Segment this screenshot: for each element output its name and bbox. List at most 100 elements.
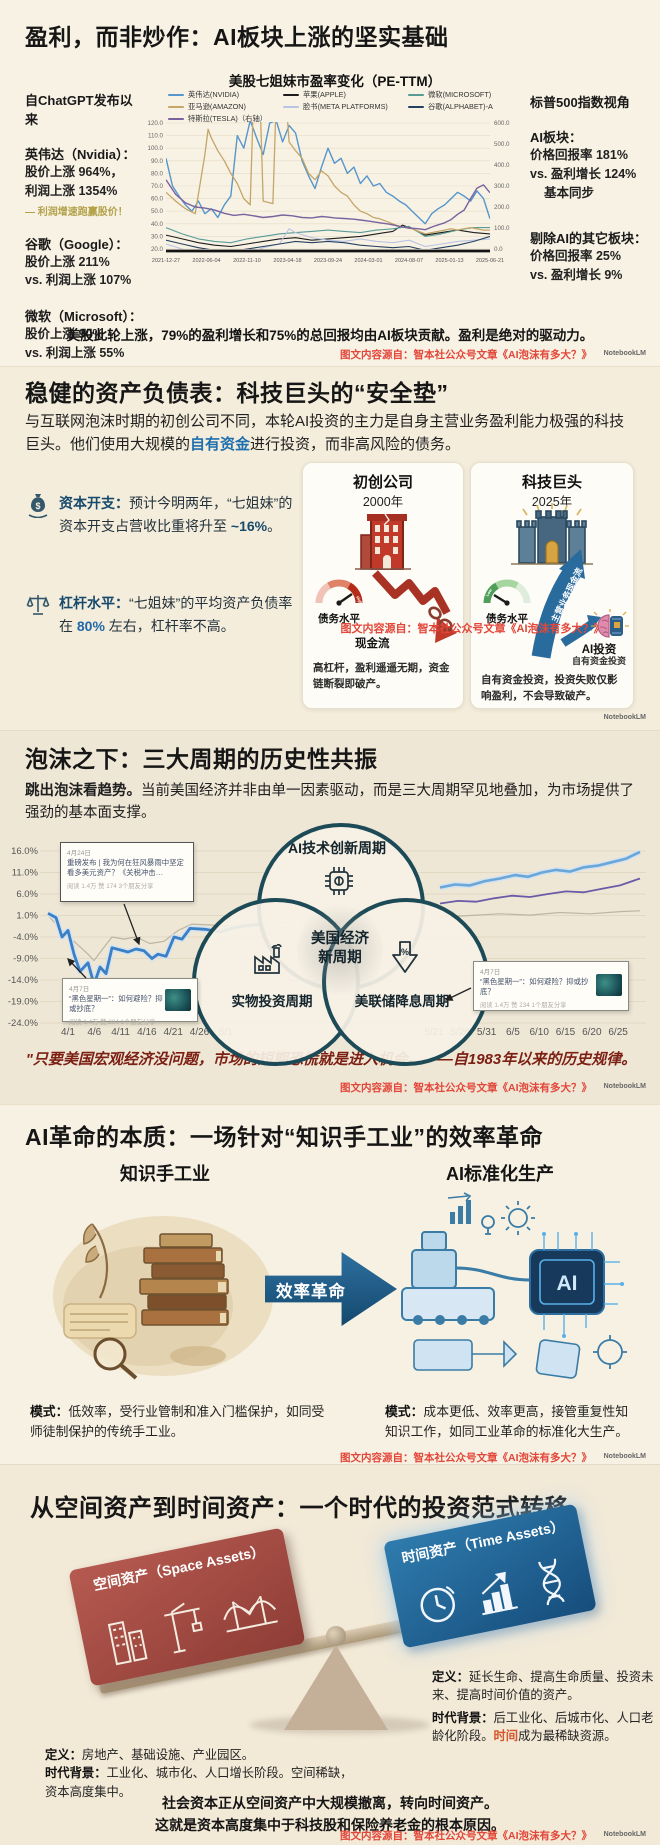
svg-text:-9.0%: -9.0%: [13, 954, 38, 965]
source-credit-1: 图文内容源自：智本社公众号文章《AI泡沫有多大？》: [340, 349, 592, 361]
cashflow-label: 现金流: [355, 638, 390, 650]
source-credit-5: 图文内容源自：智本社公众号文章《AI泡沫有多大？》: [340, 1830, 592, 1842]
legend-swatch: [408, 93, 424, 97]
leverage-bullet: 杠杆水平：“七姐妹”的平均资产负债率在 80% 左右，杠杆率不高。: [26, 592, 294, 638]
svg-text:2022-06-04: 2022-06-04: [192, 258, 220, 264]
section3-intro: 跳出泡沫看趋势。当前美国经济并非由单一因素驱动，而是三大周期罕见地叠加，为市场提…: [25, 783, 634, 822]
svg-text:2025-01-13: 2025-01-13: [435, 258, 463, 264]
legend-item: 脸书(META PLATFORMS): [283, 102, 408, 112]
svg-text:11.0%: 11.0%: [12, 868, 39, 879]
svg-text:110.0: 110.0: [148, 133, 164, 140]
legend-swatch: [283, 105, 299, 109]
svg-text:-24.0%: -24.0%: [8, 1018, 39, 1029]
legend-item: 亚马逊(AMAZON): [168, 102, 283, 112]
legend-item: 特斯拉(TESLA)（右轴）: [168, 114, 283, 124]
section2-intro: 与互联网泡沫时期的初创公司不同，本轮AI投资的主力是自身主营业务盈利能力极强的科…: [25, 413, 625, 454]
section3-title: 泡沫之下：三大周期的历史性共振: [25, 746, 378, 772]
watermark-credit: 图文内容源自：智本社公众号文章《AI泡沫有多大？》: [340, 623, 605, 635]
time-assets-definition: 定义：延长生命、提高生命质量、投资未来、提高时间价值的资产。 时代背景：后工业化…: [432, 1670, 654, 1744]
factory-icon: [250, 943, 286, 983]
section1-title: 盈利，而非炒作：AI板块上涨的坚实基础: [25, 24, 449, 50]
svg-text:High: High: [355, 595, 364, 606]
buildings-icon: [100, 1609, 158, 1674]
debt-gauge-low-icon: Low: [479, 575, 535, 614]
legend-swatch: [283, 93, 299, 97]
notebooklm-brand-5: NotebookLM: [603, 1831, 646, 1838]
dna-icon: [527, 1554, 577, 1614]
pe-chart-legend: 英伟达(NVIDIA) 苹果(APPLE) 微软(MICROSOFT) 亚马逊(AMA…: [168, 90, 524, 124]
money-bag-icon: $: [26, 492, 50, 538]
svg-text:4/16: 4/16: [137, 1027, 157, 1038]
red-building-icon: [349, 509, 417, 576]
svg-text:40.0: 40.0: [151, 221, 164, 228]
svg-text:2024-08-07: 2024-08-07: [395, 258, 423, 264]
article-callout-1: 4月24日 重磅发布 | 我为何在狂风暴雨中坚定看多美元资产？《关税冲击… 阅读…: [60, 842, 194, 902]
broken-chain-crash-icon: [369, 561, 461, 662]
cashflow-up-arrow-icon: [529, 547, 601, 664]
section4-title: AI革命的本质：一场针对“知识手工业”的效率革命: [25, 1124, 543, 1150]
profit-note: — 利润增速跑赢股价！: [25, 206, 128, 218]
section1-caption: 美股此轮上涨，79%的盈利增长和75%的总回报均由AI板块贡献。盈利是绝对的驱动…: [66, 328, 594, 343]
svg-text:AI: AI: [557, 1272, 578, 1295]
capex-bullet: $ 资本开支：预计今明两年，“七姐妹”的资本开支占营收比重将升至 ~16%。: [26, 492, 294, 538]
article-callout-2: 4月7日 “黑色星期一”：如何避险？抑或抄底？ 阅读 1.4万 赞 234 1个…: [62, 978, 198, 1026]
handicraft-header: 知识手工业: [120, 1164, 210, 1184]
ai-mode-text: 模式：成本更低、效率更高，接管重复性知知识工作，如同工业革命的标准化大生产。: [385, 1404, 629, 1439]
svg-text:4/1: 4/1: [61, 1027, 75, 1038]
svg-text:20.0: 20.0: [151, 246, 164, 253]
svg-text:2023-09-24: 2023-09-24: [314, 258, 342, 264]
legend-swatch: [168, 93, 184, 97]
brain-chip-icon: [591, 609, 629, 648]
google-stat-block: 谷歌（Google）： 股价上涨 211% vs. 利润上涨 107%: [25, 236, 132, 288]
column-heading-right: 标普500指数视角: [530, 95, 630, 110]
column-heading-left: 自ChatGPT发布以来: [25, 93, 133, 127]
notebooklm-brand-3: NotebookLM: [603, 1083, 646, 1090]
efficiency-arrow-label: 效率革命: [276, 1283, 346, 1301]
legend-item: 谷歌(ALPHABET)-A: [408, 102, 520, 112]
svg-text:400.0: 400.0: [494, 162, 510, 169]
castle-icon: [505, 503, 599, 572]
notebooklm-brand-2: NotebookLM: [603, 714, 646, 721]
seesaw-pivot: [326, 1626, 346, 1646]
svg-text:2025-06-21: 2025-06-21: [476, 258, 504, 264]
venn-center-label: 美国经济 新周期: [311, 931, 369, 966]
svg-text:50.0: 50.0: [151, 208, 164, 215]
svg-text:30.0: 30.0: [151, 233, 164, 240]
pe-chart-title: 美股七姐妹市盈率变化（PE-TTM）: [228, 74, 442, 89]
space-assets-definition: 定义：房地产、基础设施、产业园区。 时代背景：工业化、城市化、人口增长阶段。空间…: [45, 1748, 353, 1799]
venn-center-shade: [297, 900, 383, 1000]
svg-text:-19.0%: -19.0%: [8, 997, 39, 1008]
svg-text:6.0%: 6.0%: [16, 889, 38, 900]
svg-text:70.0: 70.0: [151, 183, 164, 190]
svg-text:6/20: 6/20: [582, 1027, 602, 1038]
svg-text:6/5: 6/5: [506, 1027, 520, 1038]
ai-sector-stat-block: AI板块： 价格回报率 181% vs. 盈利增长 124% 基本同步: [530, 130, 637, 200]
tech-giant-card: 科技巨头 2025年: [470, 462, 634, 709]
clock-icon: [411, 1577, 465, 1638]
ex-ai-stat-block: 剔除AI的其它板块： 价格回报率 25% vs. 盈利增长 9%: [530, 231, 648, 282]
svg-text:1.0%: 1.0%: [16, 911, 38, 922]
debt-gauge-high-icon: High: [311, 575, 367, 614]
ai-invest-label: AI投资: [581, 644, 617, 656]
seesaw-fulcrum: [284, 1645, 388, 1730]
growth-chart-icon: [468, 1565, 524, 1626]
svg-text:100.0: 100.0: [148, 145, 164, 152]
svg-text:500.0: 500.0: [494, 141, 510, 148]
article-callout-3: 4月7日 “黑色星期一”：如何避险？抑或抄底？ 阅读 1.4万 赞 234 1个…: [473, 961, 629, 1011]
legend-swatch: [168, 105, 184, 109]
legend-item: 苹果(APPLE): [283, 90, 408, 100]
article-thumbnail: [596, 974, 622, 996]
svg-text:4/26: 4/26: [190, 1027, 210, 1038]
svg-text:200.0: 200.0: [494, 204, 510, 211]
microsoft-stat-block: 微软（Microsoft）： 股价上涨 90% vs. 利润上涨 55%: [25, 309, 143, 360]
svg-text:80.0: 80.0: [151, 170, 164, 177]
scales-icon: [26, 592, 50, 638]
svg-text:90.0: 90.0: [151, 158, 164, 165]
own-funds-invest-label: 自有资金投资: [571, 656, 626, 666]
ai-chip-icon: [320, 862, 358, 905]
svg-text:600.0: 600.0: [494, 120, 510, 127]
chatgpt-stats-column: 自ChatGPT发布以来 英伟达（Nvidia）： 股价上涨 964%， 利润上…: [25, 90, 143, 363]
svg-text:4/6: 4/6: [87, 1027, 101, 1038]
source-credit-3: 图文内容源自：智本社公众号文章《AI泡沫有多大？》: [340, 1082, 592, 1094]
